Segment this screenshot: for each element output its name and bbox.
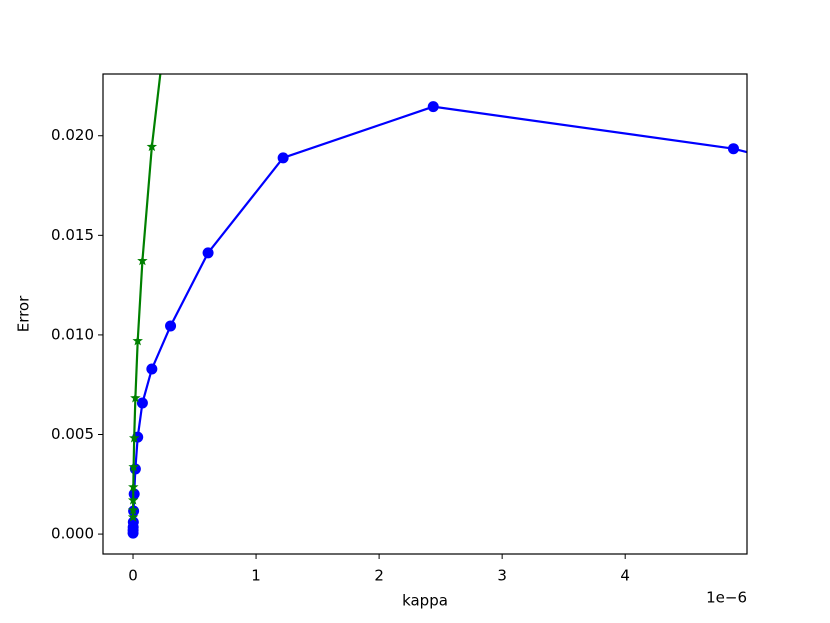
star-marker	[128, 461, 139, 472]
x-offset-label: 1e−6	[706, 589, 747, 607]
y-tick-label: 0.000	[51, 525, 94, 543]
x-tick-label: 2	[374, 567, 384, 585]
x-tick-label: 3	[497, 567, 507, 585]
star-marker	[127, 511, 139, 522]
axes-frame	[102, 73, 748, 555]
star-marker	[128, 481, 139, 492]
circle-marker	[136, 397, 148, 409]
x-tick-label: 0	[128, 567, 138, 585]
star-marker	[130, 392, 141, 403]
y-tick-label: 0.020	[51, 126, 94, 144]
plot-area	[127, 74, 747, 539]
series-line	[131, 105, 747, 534]
star-marker	[127, 504, 139, 515]
y-tick-label: 0.005	[51, 425, 94, 443]
circle-marker	[727, 143, 739, 155]
star-marker	[132, 335, 143, 346]
star-marker	[128, 432, 140, 443]
circle-marker	[165, 320, 177, 332]
star-marker	[127, 494, 139, 505]
circle-marker	[202, 247, 214, 259]
circle-marker	[146, 363, 158, 375]
y-tick-label: 0.010	[51, 325, 94, 343]
x-axis-label: kappa	[402, 592, 448, 610]
star-marker	[137, 255, 148, 266]
star-marker	[146, 141, 158, 152]
x-tick-label: 4	[620, 567, 630, 585]
circle-marker	[277, 152, 289, 164]
x-tick-label: 1	[251, 567, 261, 585]
y-axis-label: Error	[15, 295, 33, 332]
y-tick-label: 0.015	[51, 226, 94, 244]
circle-marker	[427, 101, 439, 113]
